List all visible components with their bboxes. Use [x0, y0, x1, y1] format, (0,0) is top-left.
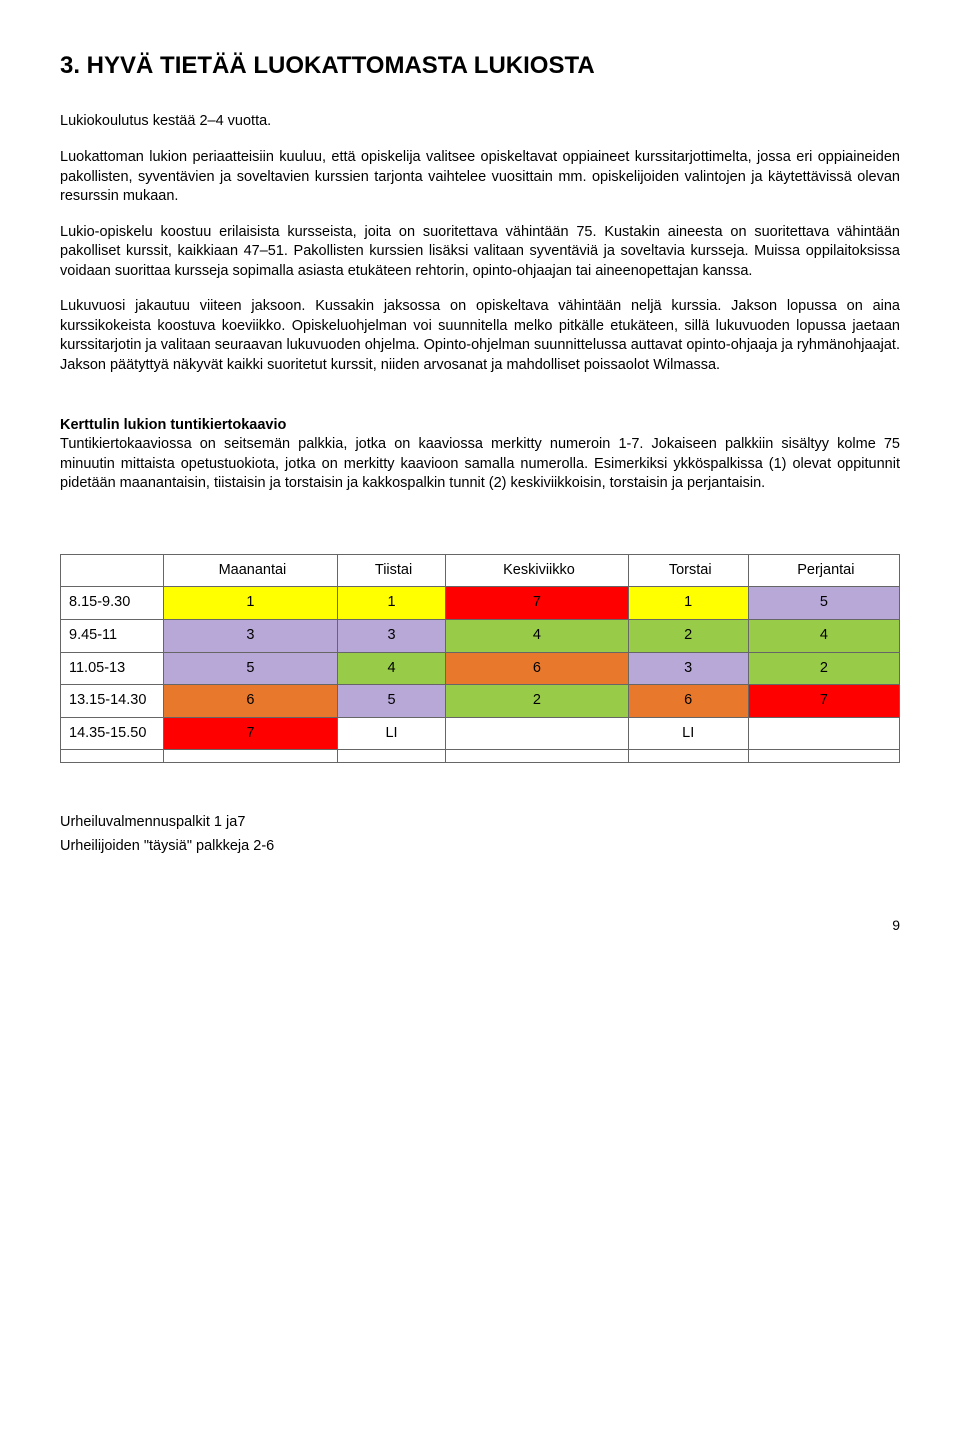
- schedule-cell: [748, 750, 899, 763]
- time-cell: 8.15-9.30: [61, 587, 164, 620]
- schedule-cell: [446, 750, 628, 763]
- schedule-cell: 4: [748, 619, 899, 652]
- day-header: Maanantai: [164, 554, 338, 587]
- footer-notes: Urheiluvalmennuspalkit 1 ja7 Urheilijoid…: [60, 813, 900, 856]
- schedule-cell: [164, 750, 338, 763]
- sub-paragraph: Tuntikiertokaaviossa on seitsemän palkki…: [60, 435, 900, 494]
- schedule-cell: [446, 717, 628, 750]
- schedule-cell: 3: [164, 619, 338, 652]
- schedule-cell: 5: [337, 685, 445, 718]
- day-header: Torstai: [628, 554, 748, 587]
- subheading: Kerttulin lukion tuntikiertokaavio: [60, 416, 900, 436]
- schedule-cell: 6: [164, 685, 338, 718]
- page-title: 3. HYVÄ TIETÄÄ LUOKATTOMASTA LUKIOSTA: [60, 50, 900, 82]
- schedule-cell: 2: [748, 652, 899, 685]
- paragraph-4: Lukuvuosi jakautuu viiteen jaksoon. Kuss…: [60, 297, 900, 375]
- paragraph-3: Lukio-opiskelu koostuu erilaisista kurss…: [60, 223, 900, 282]
- schedule-cell: 7: [164, 717, 338, 750]
- schedule-cell: 6: [628, 685, 748, 718]
- schedule-cell: 5: [164, 652, 338, 685]
- day-header: Tiistai: [337, 554, 445, 587]
- schedule-cell: 3: [628, 652, 748, 685]
- schedule-cell: 7: [446, 587, 628, 620]
- time-cell: 14.35-15.50: [61, 717, 164, 750]
- schedule-cell: 2: [628, 619, 748, 652]
- schedule-cell: [748, 717, 899, 750]
- schedule-cell: 1: [337, 587, 445, 620]
- schedule-cell: 5: [748, 587, 899, 620]
- schedule-cell: 6: [446, 652, 628, 685]
- schedule-cell: [337, 750, 445, 763]
- footer-line-1: Urheiluvalmennuspalkit 1 ja7: [60, 813, 900, 833]
- paragraph-1: Lukiokoulutus kestää 2–4 vuotta.: [60, 112, 900, 132]
- schedule-cell: LI: [337, 717, 445, 750]
- day-header: Perjantai: [748, 554, 899, 587]
- page-number: 9: [60, 916, 900, 935]
- schedule-cell: 1: [628, 587, 748, 620]
- time-header: [61, 554, 164, 587]
- schedule-cell: [628, 750, 748, 763]
- schedule-cell: 4: [337, 652, 445, 685]
- schedule-table: MaanantaiTiistaiKeskiviikkoTorstaiPerjan…: [60, 554, 900, 763]
- schedule-cell: 3: [337, 619, 445, 652]
- time-cell: 13.15-14.30: [61, 685, 164, 718]
- schedule-cell: LI: [628, 717, 748, 750]
- schedule-cell: 4: [446, 619, 628, 652]
- schedule-cell: 1: [164, 587, 338, 620]
- paragraph-2: Luokattoman lukion periaatteisiin kuuluu…: [60, 148, 900, 207]
- schedule-cell: 2: [446, 685, 628, 718]
- time-cell: [61, 750, 164, 763]
- time-cell: 9.45-11: [61, 619, 164, 652]
- day-header: Keskiviikko: [446, 554, 628, 587]
- footer-line-2: Urheilijoiden "täysiä" palkkeja 2-6: [60, 837, 900, 857]
- time-cell: 11.05-13: [61, 652, 164, 685]
- schedule-cell: 7: [748, 685, 899, 718]
